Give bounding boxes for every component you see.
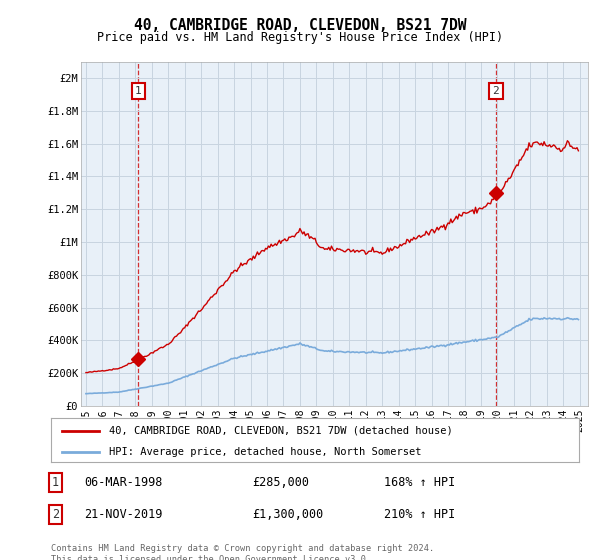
Text: £285,000: £285,000 (252, 476, 309, 489)
Text: £1,300,000: £1,300,000 (252, 507, 323, 521)
Text: Contains HM Land Registry data © Crown copyright and database right 2024.
This d: Contains HM Land Registry data © Crown c… (51, 544, 434, 560)
Text: 40, CAMBRIDGE ROAD, CLEVEDON, BS21 7DW: 40, CAMBRIDGE ROAD, CLEVEDON, BS21 7DW (134, 18, 466, 33)
Text: 40, CAMBRIDGE ROAD, CLEVEDON, BS21 7DW (detached house): 40, CAMBRIDGE ROAD, CLEVEDON, BS21 7DW (… (109, 426, 453, 436)
Text: 2: 2 (52, 507, 59, 521)
Text: 1: 1 (135, 86, 142, 96)
Text: 1: 1 (52, 476, 59, 489)
Text: HPI: Average price, detached house, North Somerset: HPI: Average price, detached house, Nort… (109, 447, 422, 458)
Text: 06-MAR-1998: 06-MAR-1998 (84, 476, 163, 489)
Text: 2: 2 (493, 86, 499, 96)
Text: 168% ↑ HPI: 168% ↑ HPI (384, 476, 455, 489)
Text: Price paid vs. HM Land Registry's House Price Index (HPI): Price paid vs. HM Land Registry's House … (97, 31, 503, 44)
Text: 210% ↑ HPI: 210% ↑ HPI (384, 507, 455, 521)
Text: 21-NOV-2019: 21-NOV-2019 (84, 507, 163, 521)
